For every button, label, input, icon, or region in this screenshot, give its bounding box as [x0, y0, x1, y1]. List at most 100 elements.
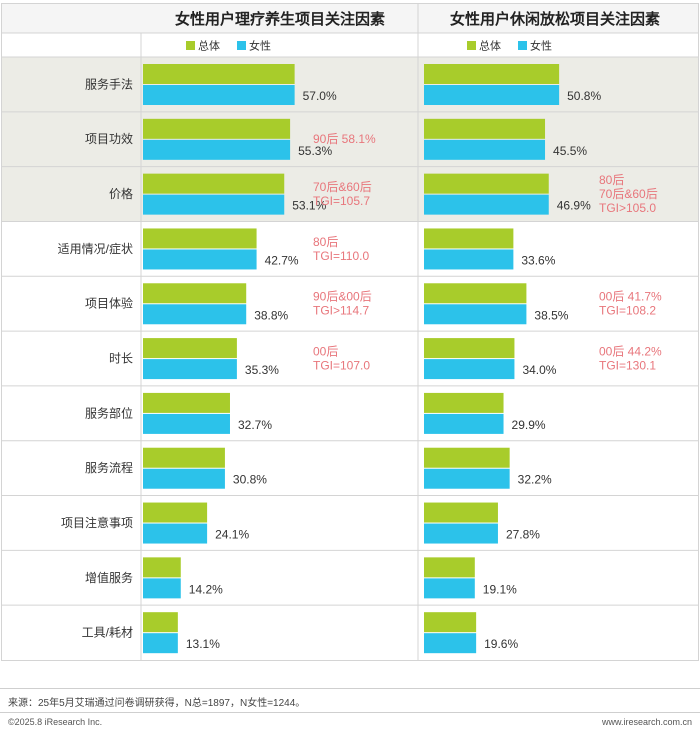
tgi-annotation: 70后&60后: [599, 187, 658, 201]
tgi-annotation: TGI=110.0: [313, 249, 369, 263]
value-label: 50.8%: [567, 89, 601, 103]
bar-female: [424, 194, 549, 215]
chart-border: [1, 3, 699, 661]
bar-female: [143, 359, 237, 380]
value-label: 33.6%: [521, 253, 555, 267]
tgi-annotation: TGI>105.0: [599, 201, 656, 215]
bar-female: [424, 413, 504, 434]
value-label: 35.3%: [245, 363, 279, 377]
bar-overall: [424, 228, 514, 249]
bar-female: [143, 249, 257, 270]
legend-label-female: 女性: [249, 39, 271, 53]
bar-overall: [424, 612, 477, 633]
bar-female: [143, 85, 295, 105]
tgi-annotation: TGI=105.7: [313, 194, 370, 208]
bar-female: [143, 633, 178, 654]
value-label: 46.9%: [557, 199, 591, 213]
value-label: 29.9%: [512, 418, 546, 432]
bar-overall: [143, 228, 257, 249]
value-label: 55.3%: [298, 144, 332, 158]
bar-overall: [143, 64, 295, 84]
value-label: 13.1%: [186, 637, 220, 651]
bar-female: [143, 468, 225, 489]
source-note: 来源：25年5月艾瑞通过问卷调研获得，N总=1897，N女性=1244。: [8, 698, 306, 709]
category-label: 工具/耗材: [82, 626, 133, 640]
tgi-annotation: TGI=107.0: [313, 359, 370, 373]
category-label: 项目功效: [85, 131, 133, 146]
highlight-band: [1, 57, 699, 222]
bar-overall: [143, 502, 208, 523]
bar-female: [424, 139, 546, 160]
bar-female: [143, 304, 247, 325]
category-label: 增值服务: [85, 570, 133, 585]
bar-female: [424, 523, 498, 544]
tgi-annotation: 90后 58.1%: [313, 132, 376, 146]
bar-overall: [424, 447, 510, 468]
bar-overall: [424, 173, 549, 194]
panel-title: 女性用户休闲放松项目关注因素: [450, 10, 660, 28]
value-label: 38.5%: [534, 308, 568, 322]
legend-swatch-overall: [467, 41, 476, 50]
tgi-annotation: 80后: [599, 173, 624, 187]
legend-label-female: 女性: [530, 39, 552, 53]
bar-overall: [143, 118, 291, 139]
category-label: 服务手法: [85, 76, 133, 91]
bar-overall: [424, 502, 498, 523]
legend-label-overall: 总体: [198, 39, 220, 53]
panel-title: 女性用户理疗养生项目关注因素: [175, 10, 385, 28]
legend-label-overall: 总体: [479, 39, 501, 53]
tgi-annotation: TGI>114.7: [313, 304, 369, 318]
value-label: 34.0%: [522, 363, 556, 377]
value-label: 42.7%: [265, 253, 299, 267]
copyright: ©2025.8 iResearch Inc.: [8, 717, 103, 727]
bar-female: [424, 468, 510, 489]
value-label: 38.8%: [254, 308, 288, 322]
value-label: 53.1%: [292, 199, 326, 213]
bar-overall: [143, 612, 178, 633]
tgi-annotation: 80后: [313, 235, 338, 249]
bar-overall: [143, 338, 237, 359]
value-label: 57.0%: [303, 89, 337, 103]
bar-overall: [424, 283, 527, 304]
value-label: 32.2%: [518, 473, 552, 487]
website: www.iresearch.com.cn: [601, 717, 692, 727]
category-label: 服务流程: [85, 460, 133, 475]
value-label: 30.8%: [233, 473, 267, 487]
bar-female: [424, 85, 560, 105]
tgi-annotation: 00后: [313, 345, 338, 359]
bar-overall: [143, 283, 247, 304]
value-label: 14.2%: [189, 582, 223, 596]
category-label: 项目体验: [85, 296, 133, 311]
bar-female: [143, 139, 291, 160]
bar-female: [424, 578, 475, 599]
bar-female: [424, 359, 515, 380]
bar-overall: [143, 173, 285, 194]
bar-overall: [424, 338, 515, 359]
bar-female: [143, 523, 208, 544]
legend-swatch-female: [518, 41, 527, 50]
bar-female: [424, 633, 477, 654]
legend-swatch-female: [237, 41, 246, 50]
bar-overall: [143, 447, 225, 468]
bar-female: [424, 304, 527, 325]
bar-overall: [143, 557, 181, 578]
category-label: 价格: [109, 186, 133, 201]
bar-overall: [424, 118, 546, 139]
value-label: 32.7%: [238, 418, 272, 432]
category-label: 项目注意事项: [61, 515, 133, 530]
tgi-annotation: 90后&00后: [313, 290, 372, 304]
category-label: 时长: [109, 352, 133, 366]
bar-overall: [424, 392, 504, 413]
bar-female: [143, 413, 230, 434]
tgi-annotation: 00后 44.2%: [599, 345, 662, 359]
value-label: 45.5%: [553, 144, 587, 158]
bar-female: [143, 578, 181, 599]
footer-divider-bottom: [0, 712, 700, 713]
bar-overall: [424, 64, 560, 84]
bar-female: [143, 194, 285, 215]
bar-overall: [143, 392, 230, 413]
category-label: 适用情况/症状: [58, 241, 133, 256]
value-label: 19.6%: [484, 637, 518, 651]
bar-overall: [424, 557, 475, 578]
tgi-annotation: 00后 41.7%: [599, 290, 662, 304]
